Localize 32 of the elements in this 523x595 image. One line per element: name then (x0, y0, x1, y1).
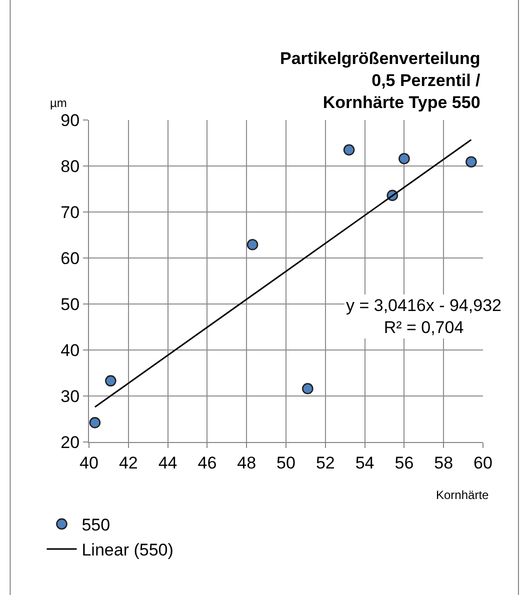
x-tick-label: 40 (80, 453, 98, 472)
x-tick-label: 58 (434, 453, 454, 472)
legend-label: 550 (82, 516, 110, 535)
point (105, 375, 116, 386)
point (89, 417, 101, 428)
point (343, 144, 355, 156)
legend-label: Linear (550) (82, 540, 174, 560)
y-tick-label: 50 (60, 294, 80, 314)
x-tick-label: 60 (474, 453, 492, 472)
y-tick-label: 30 (60, 386, 80, 406)
x-tick-label: 56 (394, 453, 414, 472)
point (302, 382, 314, 394)
x-axis-title: Kornhärte (436, 488, 490, 502)
y-axis-title: µm (50, 96, 67, 110)
x-tick-label: 48 (237, 453, 256, 472)
x-tick-label: 50 (276, 453, 296, 472)
point (398, 152, 410, 164)
x-tick-label: 52 (316, 453, 335, 472)
y-tick-label: 20 (60, 432, 80, 452)
x-tick-label: 44 (158, 453, 178, 472)
point (246, 239, 258, 250)
y-tick-label: 70 (60, 202, 80, 222)
annotation: y = 3,0416x - 94,932 R² = 0,704 (346, 296, 502, 338)
x-tick-label: 54 (355, 453, 374, 472)
x-tick-label: 42 (118, 453, 138, 472)
x-tick-label: 46 (198, 453, 217, 472)
y-tick-label: 40 (60, 340, 80, 360)
y-tick-label: 60 (60, 248, 80, 268)
point (466, 156, 477, 168)
y-tick-label: 80 (60, 156, 80, 176)
chart-title: Partikelgrößenverteilung 0,5 Perzentil / Kornhärte Type 550 (280, 49, 481, 112)
y-tick-label: 90 (60, 110, 80, 130)
